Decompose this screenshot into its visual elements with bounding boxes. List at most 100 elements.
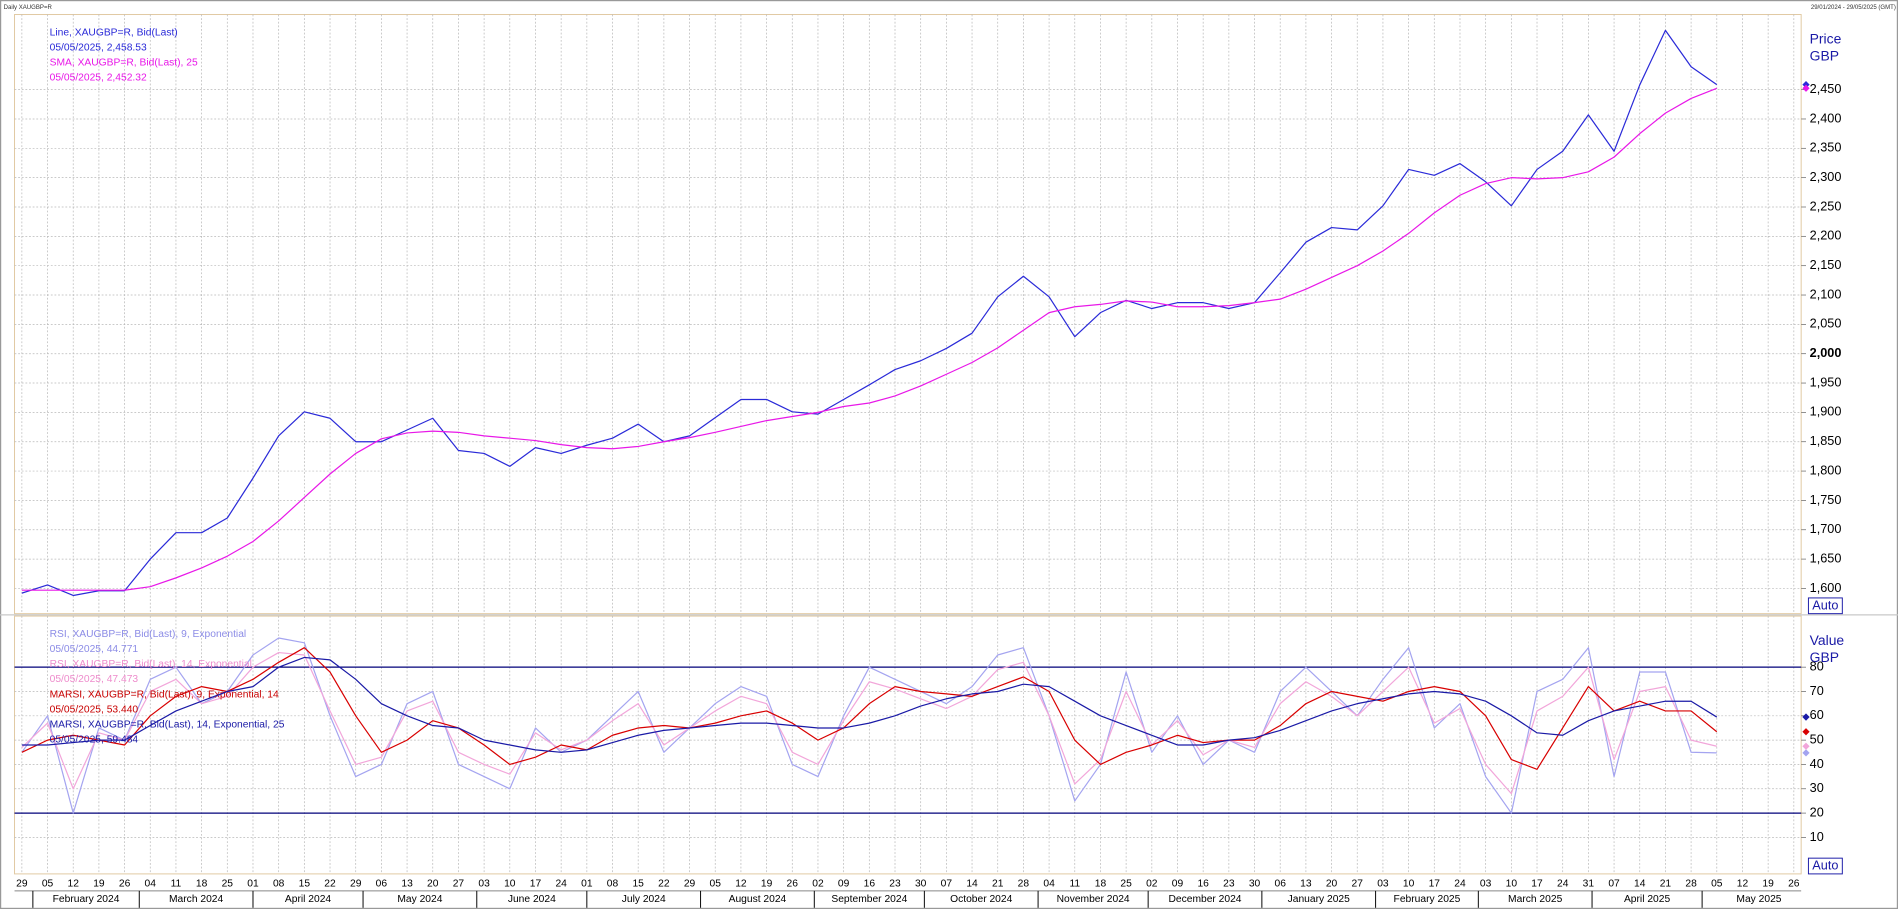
x-tick-label: 19 (93, 878, 105, 889)
x-tick-label: 11 (1069, 878, 1080, 889)
x-tick-label: 19 (761, 878, 773, 889)
x-tick-label: 05 (42, 878, 54, 889)
x-tick-label: 06 (376, 878, 388, 889)
legend-value: 05/05/2025, 2,452.32 (50, 73, 147, 84)
y-tick-label: 2,150 (1810, 258, 1842, 272)
x-tick-label: 30 (915, 878, 927, 889)
month-label: February 2025 (1394, 894, 1461, 905)
last-value-marker (1802, 84, 1810, 92)
x-tick-label: 03 (1480, 878, 1492, 889)
x-tick-label: 05 (710, 878, 722, 889)
scale-button-box[interactable] (1807, 857, 1843, 875)
y-tick-label: 2,400 (1810, 111, 1842, 125)
x-tick-label: 10 (1403, 878, 1415, 889)
x-tick-label: 09 (1172, 878, 1184, 889)
series-line (21, 637, 1717, 814)
month-label: April 2025 (1624, 894, 1671, 905)
legend-name: MARSI, XAUGBP=R, Bid(Last), 14, Exponent… (50, 720, 285, 731)
y-tick-label: 1,800 (1810, 463, 1842, 477)
legend-value: 05/05/2025, 53.440 (50, 704, 139, 715)
y-tick-label: 2,300 (1810, 170, 1842, 184)
month-label: July 2024 (622, 894, 666, 905)
scale-button[interactable]: Auto (1812, 598, 1838, 612)
x-tick-label: 09 (838, 878, 850, 889)
axis-label: Price (1810, 31, 1842, 47)
x-tick-label: 26 (1788, 878, 1800, 889)
x-tick-label: 03 (1377, 878, 1389, 889)
last-value-marker (1802, 742, 1810, 750)
month-label: August 2024 (729, 894, 787, 905)
x-tick-label: 15 (632, 878, 644, 889)
x-tick-label: 27 (453, 878, 465, 889)
y-tick-label: 2,350 (1810, 141, 1842, 155)
x-tick-label: 08 (607, 878, 619, 889)
x-tick-label: 16 (1197, 878, 1209, 889)
axis-label: Value (1810, 632, 1845, 648)
legend-name: SMA, XAUGBP=R, Bid(Last), 25 (50, 58, 198, 69)
legend-value: 05/05/2025, 2,458.53 (50, 42, 147, 53)
x-tick-label: 16 (864, 878, 876, 889)
x-tick-label: 07 (1608, 878, 1620, 889)
x-tick-label: 22 (658, 878, 670, 889)
y-tick-label: 1,650 (1810, 551, 1842, 565)
legend-name: MARSI, XAUGBP=R, Bid(Last), 9, Exponenti… (50, 689, 279, 700)
month-label: May 2025 (1736, 894, 1781, 905)
x-tick-label: 28 (1685, 878, 1697, 889)
x-tick-label: 22 (324, 878, 336, 889)
x-tick-label: 30 (1249, 878, 1261, 889)
last-value-marker (1802, 713, 1810, 721)
x-tick-label: 25 (222, 878, 234, 889)
x-tick-label: 27 (1352, 878, 1364, 889)
x-tick-label: 05 (1711, 878, 1723, 889)
x-tick-label: 10 (504, 878, 516, 889)
legend-value: 05/05/2025, 59.484 (50, 735, 139, 746)
x-tick-label: 29 (684, 878, 696, 889)
x-tick-label: 04 (145, 878, 157, 889)
x-tick-label: 12 (735, 878, 747, 889)
month-label: May 2024 (397, 894, 442, 905)
legend-name: RSI, XAUGBP=R, Bid(Last), 14, Exponentia… (50, 659, 252, 670)
x-tick-label: 14 (1634, 878, 1646, 889)
axis-unit: GBP (1810, 48, 1839, 64)
x-tick-label: 29 (16, 878, 28, 889)
x-tick-label: 08 (273, 878, 285, 889)
x-tick-label: 26 (119, 878, 131, 889)
x-tick-label: 13 (1300, 878, 1312, 889)
y-tick-label: 2,100 (1810, 287, 1842, 301)
y-tick-label: 80 (1810, 660, 1824, 674)
x-tick-label: 23 (889, 878, 901, 889)
series-line (21, 647, 1718, 770)
x-tick-label: 11 (171, 878, 182, 889)
x-tick-label: 03 (478, 878, 490, 889)
month-label: March 2024 (169, 894, 224, 905)
y-tick-label: 1,950 (1810, 375, 1842, 389)
x-tick-label: 15 (299, 878, 311, 889)
date-range: 29/01/2024 - 29/05/2025 (GMT) (1811, 5, 1896, 11)
x-tick-label: 18 (1095, 878, 1107, 889)
x-tick-label: 19 (1762, 878, 1774, 889)
x-tick-label: 23 (1223, 878, 1235, 889)
legend-value: 05/05/2025, 47.473 (50, 674, 139, 685)
scale-button[interactable]: Auto (1812, 859, 1838, 873)
y-tick-label: 1,700 (1810, 522, 1842, 536)
month-label: November 2024 (1057, 894, 1130, 905)
month-label: June 2024 (508, 894, 556, 905)
series-line (21, 651, 1717, 795)
x-tick-label: 24 (555, 878, 567, 889)
x-tick-label: 04 (1043, 878, 1055, 889)
month-label: September 2024 (831, 894, 907, 905)
series-line (21, 656, 1718, 753)
x-tick-label: 01 (581, 878, 593, 889)
chart-title: Daily XAUGBP=R (4, 5, 53, 11)
month-label: December 2024 (1168, 894, 1241, 905)
price-panel (14, 14, 1802, 615)
y-tick-label: 50 (1810, 732, 1824, 746)
x-tick-label: 20 (427, 878, 439, 889)
indicator-panel (14, 615, 1802, 875)
scale-button-box[interactable] (1807, 597, 1843, 615)
month-label: April 2024 (285, 894, 332, 905)
y-tick-label: 10 (1810, 830, 1824, 844)
